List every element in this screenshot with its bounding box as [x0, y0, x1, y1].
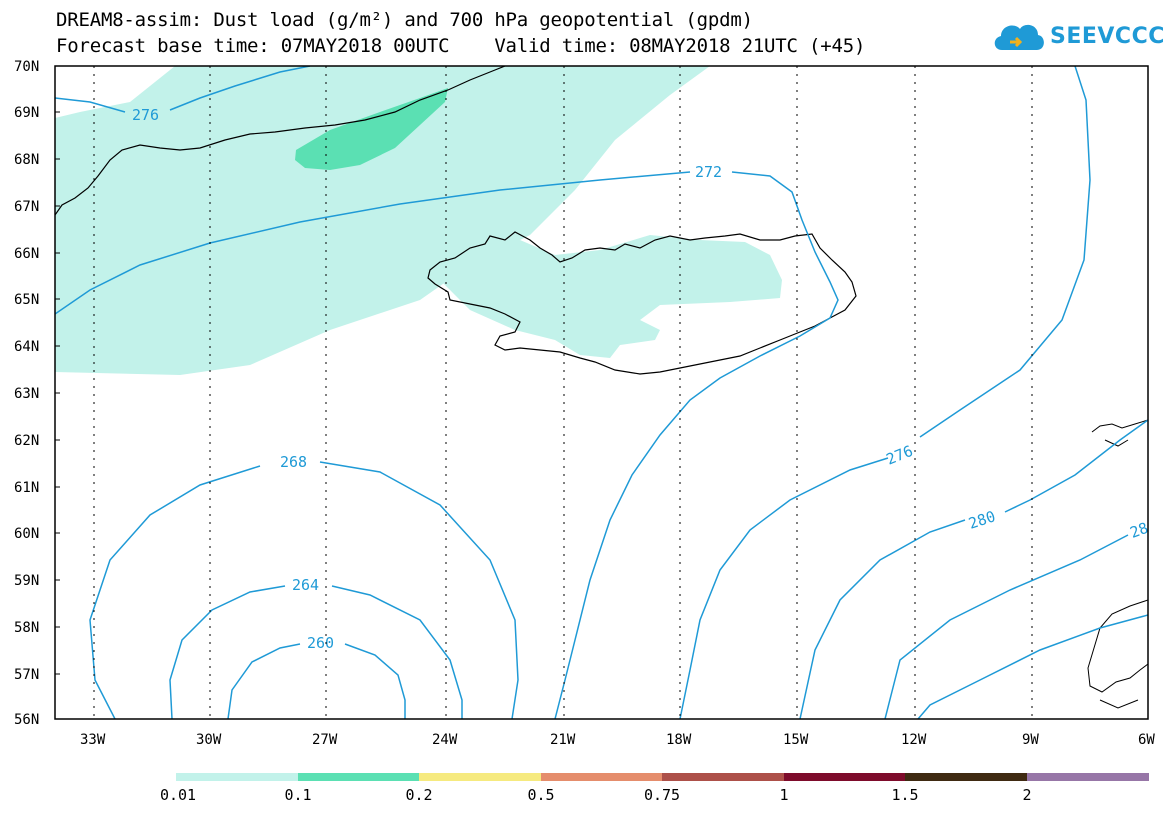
- faroe-coastline: [1091, 419, 1148, 447]
- latitude-axis: 70N 69N 68N 67N 66N 65N 64N 63N 62N 61N …: [14, 59, 60, 728]
- contour-288: [917, 614, 1148, 719]
- logo-text: SEEVCCC: [1050, 24, 1165, 49]
- lon-label-24w: 24W: [432, 732, 458, 748]
- lon-label-21w: 21W: [550, 732, 576, 748]
- lat-label-59n: 59N: [14, 573, 39, 589]
- lat-label-57n: 57N: [14, 667, 39, 683]
- lon-label-9w: 9W: [1022, 732, 1039, 748]
- scotland-coastline: [1087, 599, 1148, 709]
- contour-280: [799, 419, 1148, 719]
- lon-label-33w: 33W: [80, 732, 106, 748]
- contour-label-276-north: 276: [132, 106, 159, 124]
- lat-label-64n: 64N: [14, 339, 39, 355]
- contour-260: [227, 643, 406, 719]
- map-title: DREAM8-assim: Dust load (g/m²) and 700 h…: [56, 9, 753, 31]
- cloud-icon: [994, 24, 1044, 50]
- contour-label-28: 28: [1128, 519, 1151, 542]
- colorbar-label-0-75: 0.75: [643, 786, 681, 804]
- contour-label-268: 268: [280, 453, 307, 471]
- meridian-gridlines: [93, 66, 1033, 719]
- colorbar-label-1: 1: [779, 786, 789, 804]
- colorbar-segment-5: [662, 773, 784, 781]
- contour-label-260: 260: [307, 634, 334, 652]
- colorbar: [176, 773, 1149, 781]
- lat-label-56n: 56N: [14, 712, 39, 728]
- iceland-coastline: [427, 231, 857, 375]
- colorbar-label-1-5: 1.5: [891, 786, 919, 804]
- contour-label-276-east: 276: [884, 442, 916, 469]
- lat-label-60n: 60N: [14, 526, 39, 542]
- contour-284: [884, 534, 1129, 719]
- forecast-time-subtitle: Forecast base time: 07MAY2018 00UTC Vali…: [56, 35, 866, 57]
- contour-label-272: 272: [695, 163, 722, 181]
- colorbar-segment-2: [298, 773, 419, 781]
- lon-label-12w: 12W: [901, 732, 927, 748]
- lat-label-61n: 61N: [14, 480, 39, 496]
- contour-268: [89, 461, 519, 719]
- colorbar-segment-3: [419, 773, 541, 781]
- geopotential-contours: [55, 66, 1148, 719]
- dust-area-mid: [295, 88, 448, 170]
- contour-label-264: 264: [292, 576, 319, 594]
- dust-area-low: [55, 66, 710, 375]
- contour-272: [55, 171, 839, 719]
- colorbar-segment-4: [541, 773, 662, 781]
- colorbar-segment-7: [905, 773, 1027, 781]
- dust-area-low-iceland: [430, 235, 782, 358]
- lon-label-27w: 27W: [312, 732, 338, 748]
- lat-label-63n: 63N: [14, 386, 39, 402]
- colorbar-label-2: 2: [1022, 786, 1032, 804]
- colorbar-label-0-2: 0.2: [405, 786, 433, 804]
- colorbar-label-0-1: 0.1: [284, 786, 312, 804]
- lon-label-30w: 30W: [196, 732, 222, 748]
- colorbar-label-0-01: 0.01: [159, 786, 197, 804]
- contour-276-north: [55, 66, 311, 113]
- colorbar-segment-6: [784, 773, 905, 781]
- colorbar-label-0-5: 0.5: [527, 786, 555, 804]
- seevccc-logo: SEEVCCC: [990, 14, 1164, 58]
- lat-label-68n: 68N: [14, 152, 39, 168]
- lat-label-67n: 67N: [14, 199, 39, 215]
- lon-label-15w: 15W: [783, 732, 809, 748]
- contour-label-280: 280: [966, 507, 997, 532]
- lon-label-6w: 6W: [1138, 732, 1155, 748]
- longitude-axis: 33W 30W 27W 24W 21W 18W 15W 12W 9W 6W: [80, 732, 1155, 748]
- lat-label-65n: 65N: [14, 292, 39, 308]
- lat-label-70n: 70N: [14, 59, 39, 75]
- contour-264: [169, 585, 463, 719]
- colorbar-segment-8: [1027, 773, 1149, 781]
- greenland-coastline: [55, 66, 507, 216]
- colorbar-segment-1: [176, 773, 298, 781]
- lon-label-18w: 18W: [666, 732, 692, 748]
- lat-label-62n: 62N: [14, 433, 39, 449]
- lat-label-58n: 58N: [14, 620, 39, 636]
- lat-label-66n: 66N: [14, 246, 39, 262]
- lat-label-69n: 69N: [14, 105, 39, 121]
- contour-276-east: [679, 66, 1091, 719]
